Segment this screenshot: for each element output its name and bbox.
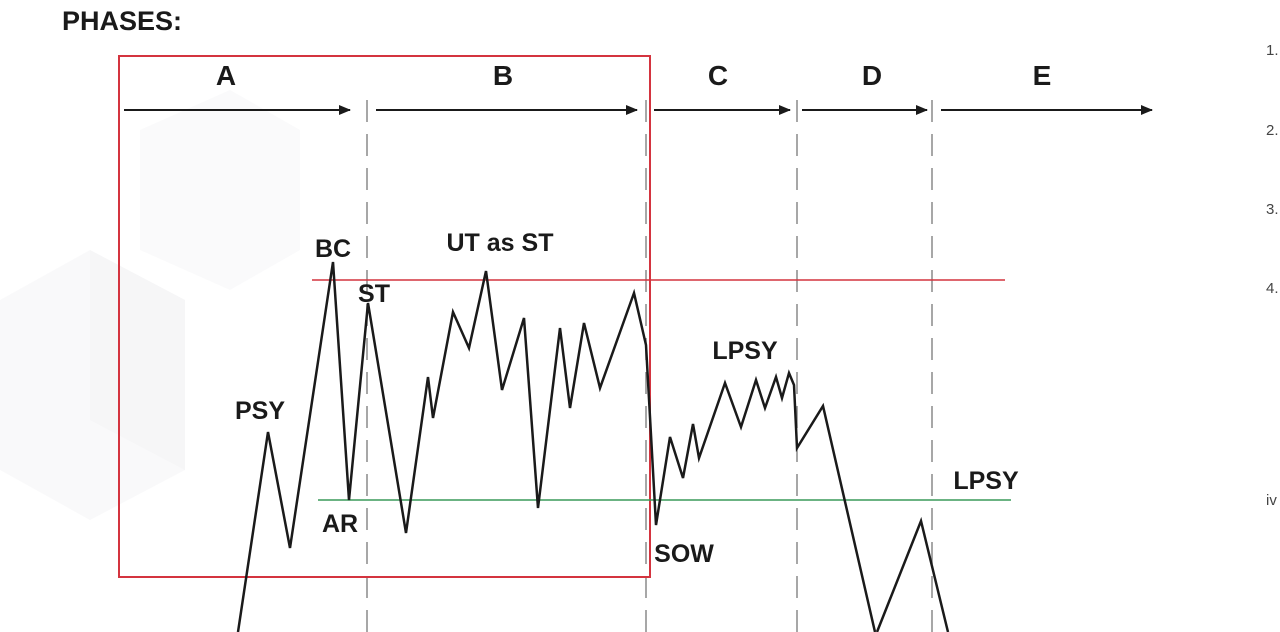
phase-labels: A B C D E [216, 60, 1051, 91]
label-bc: BC [315, 235, 351, 263]
phase-label-c: C [708, 60, 728, 91]
label-lpsy-1: LPSY [712, 337, 778, 365]
label-ar: AR [322, 510, 358, 538]
label-sow: SOW [654, 540, 714, 568]
side-list: 1. 2. 3. 4. iv [1266, 42, 1279, 509]
phase-ab-highlight-box [118, 55, 651, 578]
phase-label-d: D [862, 60, 882, 91]
side-list-item: iv [1266, 492, 1277, 509]
price-path [236, 261, 877, 632]
label-st: ST [358, 280, 390, 308]
side-list-item: 1. [1266, 42, 1279, 59]
phase-label-e: E [1033, 60, 1052, 91]
side-list-item: 2. [1266, 122, 1279, 139]
phase-separators [366, 100, 933, 632]
event-labels: PSY BC ST UT as ST AR LPSY SOW LPSY [235, 229, 1019, 568]
label-ut-as-st: UT as ST [447, 229, 554, 257]
phase-label-b: B [493, 60, 513, 91]
price-path-tail [875, 516, 950, 632]
side-list-item: 3. [1266, 201, 1279, 218]
diagram-title: PHASES: [62, 6, 182, 36]
label-psy: PSY [235, 397, 285, 425]
side-list-item: 4. [1266, 280, 1279, 297]
background-decoration [0, 90, 300, 520]
phase-label-a: A [216, 60, 236, 91]
label-lpsy-2: LPSY [953, 467, 1019, 495]
